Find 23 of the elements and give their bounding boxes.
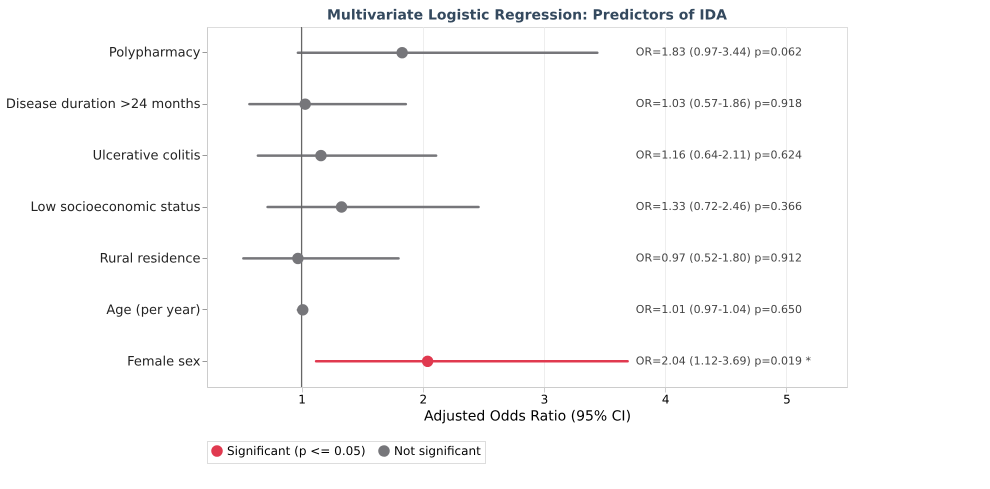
y-tick-label: Low socioeconomic status (30, 200, 201, 215)
x-axis-title: Adjusted Odds Ratio (95% CI) (424, 408, 632, 424)
chart-title: Multivariate Logistic Regression: Predictors of IDA (327, 7, 728, 24)
annotation: OR=1.01 (0.97-1.04) p=0.650 (636, 302, 802, 316)
annotation: OR=1.83 (0.97-3.44) p=0.062 (636, 46, 802, 59)
y-tick-label: Rural residence (100, 251, 200, 266)
annotation: OR=0.97 (0.52-1.80) p=0.912 (636, 251, 802, 264)
x-tick-label: 4 (662, 392, 670, 406)
x-tick-label: 3 (540, 392, 548, 406)
y-tick-label: Polypharmacy (108, 46, 201, 61)
annotation: OR=1.16 (0.64-2.11) p=0.624 (636, 148, 802, 162)
annotation: OR=1.03 (0.57-1.86) p=0.918 (636, 97, 802, 110)
y-tick-label: Age (per year) (106, 302, 200, 318)
annotation: OR=1.33 (0.72-2.46) p=0.366 (636, 200, 802, 213)
legend-label: Not significant (394, 444, 482, 458)
legend-label: Significant (p <= 0.05) (227, 444, 366, 458)
x-tick-label: 2 (419, 392, 428, 406)
x-tick-label: 1 (298, 392, 306, 406)
y-tick-label: Female sex (127, 354, 201, 370)
y-tick-label: Ulcerative colitis (92, 148, 201, 164)
y-tick-label: Disease duration >24 months (6, 97, 201, 112)
x-tick-label: 5 (783, 392, 791, 406)
annotation: OR=2.04 (1.12-3.69) p=0.019 * (636, 354, 812, 368)
